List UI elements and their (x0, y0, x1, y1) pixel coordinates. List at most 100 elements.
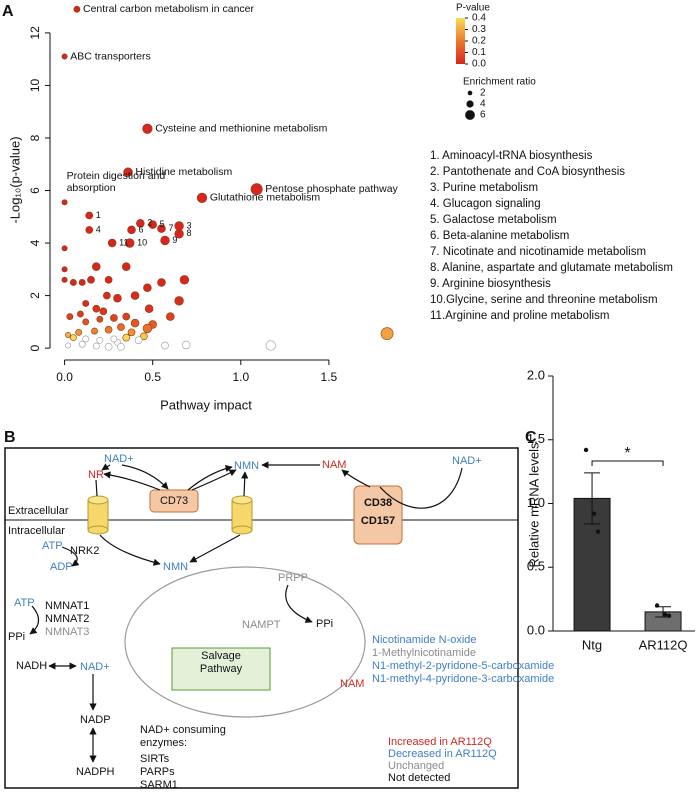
pathway-key: 4. Glucagon signaling (430, 198, 541, 210)
point-label: Pentose phosphate pathway (265, 183, 398, 195)
y-axis-label: Relative mRNA levels (526, 442, 541, 567)
point-label: 4 (96, 224, 101, 234)
metabolite: NAD+ (452, 455, 482, 467)
data-point (130, 318, 140, 328)
data-point (85, 211, 94, 220)
metabolite: NADPH (76, 766, 115, 778)
data-point (666, 613, 672, 618)
x-tick-label: AR112Q (639, 637, 688, 652)
colorbar-tick-label: 0.0 (472, 59, 486, 70)
metabolite: 1-Methylnicotinamide (372, 647, 476, 659)
data-point (78, 279, 86, 286)
data-point (61, 266, 68, 273)
metabolite: ATP (14, 597, 35, 609)
data-point (107, 238, 117, 248)
y-tick-label: 1.5 (527, 431, 545, 446)
data-point (142, 323, 153, 334)
data-point (104, 275, 113, 284)
enzyme-label: CD73 (160, 495, 188, 507)
data-point (160, 235, 170, 246)
data-point (87, 275, 95, 284)
salvage-label: Salvage Pathway (199, 650, 243, 675)
arrow (29, 605, 40, 635)
point-label: 8 (186, 228, 191, 238)
panel-label: C (525, 429, 537, 446)
y-tick-label: 1.0 (527, 495, 545, 510)
arrow (285, 584, 313, 623)
size-legend-title: Enrichment ratio (463, 77, 536, 88)
data-point (77, 310, 84, 318)
enzyme-label: NMNAT3 (45, 626, 89, 638)
pathway-key: 8. Alanine, aspartate and glutamate meta… (430, 262, 673, 274)
enzyme-label: SARM1 (140, 779, 178, 791)
y-tick-label: 0 (28, 344, 42, 351)
point-label: 11 (119, 237, 128, 247)
data-point (140, 332, 148, 341)
point-label: 10 (137, 237, 147, 247)
x-tick-label: 0.0 (56, 370, 73, 384)
enzyme-label: CD38 (364, 497, 392, 509)
size-legend-label: 6 (480, 110, 486, 121)
y-tick-label: 4 (28, 239, 42, 246)
pathway-key: 3. Purine metabolism (430, 182, 538, 194)
arrow (187, 464, 233, 491)
metabolite: PPi (8, 631, 25, 643)
key-entry: Decreased in AR112Q (388, 748, 497, 760)
salvage-label-box: Salvage Pathway (199, 650, 243, 675)
transporter (231, 495, 253, 535)
data-point (181, 340, 191, 350)
metabolite: N1-methyl-2-pyridone-5-carboxamide (372, 660, 554, 672)
data-point (127, 328, 136, 337)
data-point (166, 312, 175, 321)
data-point (96, 336, 104, 344)
point-label: 2 (147, 218, 152, 228)
data-point (69, 334, 77, 342)
data-point (65, 342, 72, 349)
data-point (61, 276, 68, 283)
point-label: 1 (96, 210, 101, 220)
data-point (143, 283, 152, 292)
point-label: 3 (186, 220, 191, 230)
data-point (92, 304, 101, 313)
data-point (61, 53, 68, 60)
y-tick-label: 0.0 (527, 622, 545, 637)
x-axis-label: Pathway impact (160, 397, 252, 412)
metabolite: PPi (316, 618, 333, 630)
size-legend-label: 2 (480, 88, 486, 99)
data-point (117, 323, 125, 331)
pathway-key: 2. Pantothenate and CoA biosynthesis (430, 166, 625, 178)
size-legend-dot (465, 110, 475, 120)
compartment-label: Intracellular (8, 525, 65, 537)
data-point (65, 332, 72, 338)
colorbar-tick-label: 0.1 (472, 47, 486, 58)
x-tick-label: 0.5 (144, 370, 161, 384)
panel-label: A (2, 3, 14, 20)
color-legend-title: P-value (456, 3, 490, 14)
pathway-key: 6. Beta-alanine metabolism (430, 230, 569, 242)
data-point (134, 336, 143, 345)
point-label: ABC transporters (70, 50, 151, 62)
y-tick-label: 2.0 (527, 367, 545, 382)
data-point (61, 199, 68, 206)
pathway-key: 9. Arginine biosynthesis (430, 278, 551, 290)
enzyme-box (353, 485, 403, 545)
colorbar-tick-label: 0.4 (472, 13, 486, 24)
point-label: 5 (160, 219, 165, 229)
enzyme-label: NAMPT (242, 619, 281, 631)
arrow (101, 463, 111, 471)
significance: * (624, 445, 630, 462)
metabolite: ATP (42, 540, 63, 552)
panel-label: B (4, 429, 16, 446)
data-point (122, 312, 131, 321)
data-point (82, 300, 90, 307)
arrow (241, 471, 249, 497)
data-point (122, 333, 131, 342)
size-legend-label: 4 (480, 99, 486, 110)
connector (95, 479, 98, 497)
data-point (91, 327, 98, 335)
y-tick-label: 10 (28, 78, 42, 92)
key-entry: Increased in AR112Q (388, 736, 492, 748)
connector (379, 467, 463, 509)
diagram: B Extracellular Intracellular CD73 CD38 … (4, 429, 554, 791)
data-point (142, 123, 153, 134)
